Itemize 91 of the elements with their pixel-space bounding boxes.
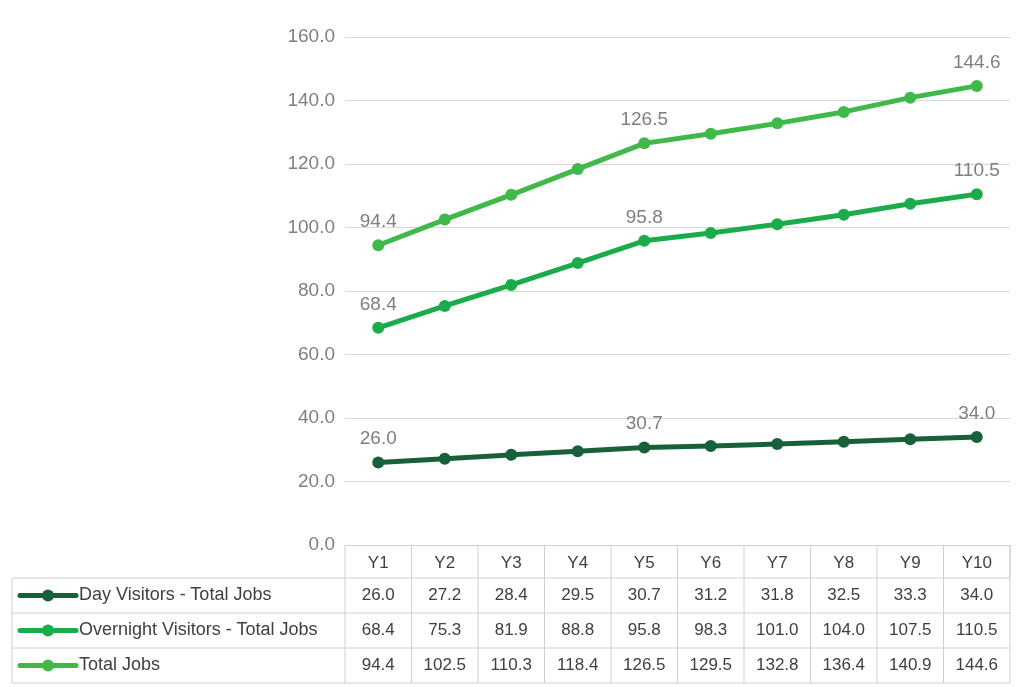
y-tick-label: 120.0 xyxy=(287,152,335,174)
data-label: 129.5 xyxy=(689,655,733,675)
data-label: 32.5 xyxy=(827,585,861,605)
x-tick-label: Y3 xyxy=(500,552,522,572)
data-label: 28.4 xyxy=(494,585,528,605)
point xyxy=(904,91,917,104)
data-label: 144.6 xyxy=(955,655,999,675)
point xyxy=(704,439,717,452)
legend-label: Day Visitors - Total Jobs xyxy=(79,584,272,605)
x-tick-label: Y2 xyxy=(434,552,456,572)
data-label: 107.5 xyxy=(888,620,932,640)
x-tick-label: Y4 xyxy=(567,552,589,572)
point xyxy=(704,127,717,140)
x-tick-label: Y6 xyxy=(700,552,722,572)
y-tick-label: 40.0 xyxy=(298,406,335,428)
annotation: 126.5 xyxy=(620,108,669,130)
y-tick-label: 20.0 xyxy=(298,469,335,491)
data-label: 27.2 xyxy=(428,585,462,605)
point xyxy=(771,218,784,231)
x-tick-label: Y7 xyxy=(766,552,788,572)
point xyxy=(505,278,518,291)
data-label: 98.3 xyxy=(694,620,728,640)
annotation: 26.0 xyxy=(359,427,397,449)
data-label: 94.4 xyxy=(361,655,395,675)
point xyxy=(505,188,518,201)
annotation: 94.4 xyxy=(359,210,398,232)
point xyxy=(438,452,451,465)
data-label: 132.8 xyxy=(755,655,799,675)
point xyxy=(372,321,385,334)
point xyxy=(638,441,651,454)
y-tick-label: 80.0 xyxy=(298,279,335,301)
point xyxy=(571,445,584,458)
data-label: 30.7 xyxy=(627,585,661,605)
data-label: 110.3 xyxy=(490,655,532,675)
y-tick-label: 0.0 xyxy=(308,533,335,555)
point xyxy=(970,188,983,201)
point xyxy=(505,448,518,461)
point xyxy=(970,431,983,444)
annotation: 34.0 xyxy=(958,401,996,423)
annotation: 110.5 xyxy=(953,158,1000,180)
point xyxy=(372,239,385,252)
data-label: 136.4 xyxy=(822,655,866,675)
data-label: 118.4 xyxy=(557,655,599,675)
data-label: 26.0 xyxy=(361,585,395,605)
point xyxy=(837,208,850,221)
point xyxy=(837,105,850,118)
x-tick-label: Y8 xyxy=(833,552,855,572)
point xyxy=(372,456,385,469)
data-label: 31.2 xyxy=(694,585,728,605)
point xyxy=(837,435,850,448)
annotation: 30.7 xyxy=(625,412,663,434)
point xyxy=(771,438,784,451)
annotation: 144.6 xyxy=(952,50,1001,72)
data-label: 88.8 xyxy=(561,620,595,640)
x-tick-label: Y9 xyxy=(899,552,921,572)
x-tick-label: Y5 xyxy=(633,552,655,572)
data-label: 101.0 xyxy=(755,620,799,640)
annotation: 95.8 xyxy=(625,205,663,227)
data-label: 140.9 xyxy=(888,655,932,675)
y-tick-label: 100.0 xyxy=(287,215,335,237)
data-label: 81.9 xyxy=(494,620,528,640)
data-label: 34.0 xyxy=(960,585,994,605)
y-tick-label: 60.0 xyxy=(298,342,335,364)
point xyxy=(571,163,584,176)
data-label: 110.5 xyxy=(956,620,998,640)
x-tick-label: Y1 xyxy=(367,552,389,572)
data-label: 102.5 xyxy=(423,655,467,675)
data-label: 126.5 xyxy=(622,655,666,675)
point xyxy=(571,257,584,270)
point xyxy=(771,117,784,130)
point xyxy=(904,433,917,446)
annotation: 68.4 xyxy=(359,292,398,314)
data-label: 95.8 xyxy=(627,620,661,640)
y-tick-label: 160.0 xyxy=(287,25,335,47)
data-label: 75.3 xyxy=(428,620,462,640)
legend-label: Total Jobs xyxy=(79,654,161,675)
point xyxy=(638,137,651,150)
point xyxy=(904,197,917,210)
y-tick-label: 140.0 xyxy=(287,88,335,110)
x-tick-label: Y10 xyxy=(961,552,992,572)
data-label: 68.4 xyxy=(361,620,395,640)
data-label: 33.3 xyxy=(893,585,927,605)
point xyxy=(970,79,983,92)
point xyxy=(704,226,717,239)
data-label: 31.8 xyxy=(760,585,794,605)
point xyxy=(438,299,451,312)
point xyxy=(438,213,451,226)
data-label: 29.5 xyxy=(561,585,595,605)
data-label: 104.0 xyxy=(822,620,866,640)
point xyxy=(638,234,651,247)
legend-label: Overnight Visitors - Total Jobs xyxy=(79,619,318,640)
